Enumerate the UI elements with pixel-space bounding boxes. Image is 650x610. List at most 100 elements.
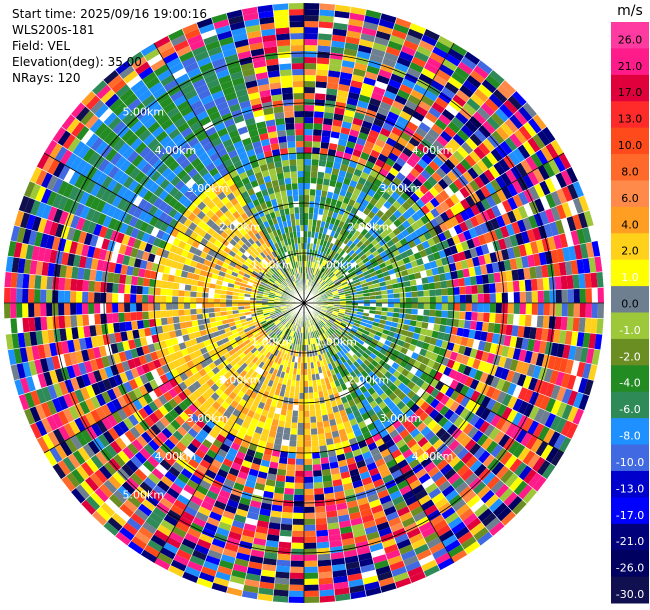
velocity-cell [332, 259, 338, 266]
velocity-cell [323, 285, 330, 290]
velocity-cell [160, 287, 167, 296]
velocity-cell [310, 422, 318, 429]
velocity-cell [539, 210, 550, 226]
velocity-cell [466, 257, 475, 269]
velocity-cell [597, 303, 604, 319]
velocity-cell [333, 322, 340, 328]
velocity-cell [469, 247, 478, 258]
velocity-cell [328, 256, 334, 263]
velocity-cell [486, 134, 500, 149]
velocity-cell [314, 195, 321, 203]
velocity-cell [540, 146, 554, 162]
velocity-cell [360, 279, 367, 285]
velocity-cell [556, 248, 565, 263]
velocity-cell [443, 125, 457, 139]
velocity-cell [422, 315, 430, 323]
velocity-cell [190, 297, 197, 303]
velocity-cell [469, 414, 481, 427]
velocity-cell [304, 261, 307, 268]
velocity-cell [559, 233, 569, 249]
velocity-cell [412, 265, 420, 274]
velocity-cell [400, 45, 417, 57]
velocity-cell [385, 279, 393, 286]
velocity-cell [521, 337, 530, 351]
velocity-cell [352, 353, 360, 361]
velocity-cell [345, 352, 353, 359]
velocity-cell [310, 287, 315, 294]
velocity-cell [465, 311, 472, 321]
velocity-cell [412, 110, 425, 122]
velocity-cell [328, 249, 334, 257]
velocity-cell [313, 207, 320, 215]
velocity-cell [455, 89, 471, 103]
velocity-cell [350, 347, 358, 354]
velocity-cell [385, 320, 393, 327]
velocity-cell [428, 228, 438, 238]
velocity-cell [454, 381, 465, 393]
velocity-cell [406, 438, 418, 449]
velocity-cell [458, 319, 466, 329]
velocity-cell [318, 264, 324, 271]
velocity-cell [566, 274, 574, 290]
velocity-cell [532, 339, 542, 353]
velocity-cell [560, 169, 573, 186]
velocity-cell [464, 472, 478, 486]
velocity-cell [443, 408, 455, 421]
velocity-cell [327, 296, 334, 300]
velocity-cell [549, 221, 560, 237]
velocity-cell [455, 353, 464, 364]
velocity-cell [64, 290, 71, 303]
velocity-cell [515, 360, 525, 374]
velocity-cell [468, 115, 483, 130]
velocity-cell [298, 392, 304, 399]
velocity-cell [402, 105, 415, 116]
velocity-cell [456, 464, 470, 477]
velocity-cell [338, 132, 350, 141]
velocity-cell [287, 458, 296, 465]
velocity-cell [376, 371, 385, 380]
velocity-cell [558, 261, 567, 277]
velocity-cell [380, 285, 387, 291]
velocity-cell [417, 296, 424, 303]
velocity-cell [309, 404, 316, 411]
velocity-cell [310, 165, 319, 172]
velocity-cell [532, 133, 546, 150]
velocity-cell [424, 350, 433, 360]
velocity-cell [338, 292, 346, 296]
velocity-cell [464, 218, 474, 230]
velocity-cell [315, 263, 320, 270]
velocity-cell [357, 250, 365, 258]
velocity-cell [317, 287, 324, 293]
velocity-cell [325, 241, 331, 249]
velocity-cell [419, 401, 430, 412]
velocity-cell [449, 390, 460, 402]
velocity-cell [295, 452, 304, 459]
velocity-cell [578, 273, 586, 289]
velocity-cell [342, 283, 349, 288]
velocity-cell [304, 542, 317, 549]
velocity-cell [331, 125, 342, 133]
velocity-cell [314, 201, 320, 209]
velocity-cell [307, 237, 311, 244]
velocity-cell [178, 303, 185, 310]
velocity-cell [490, 444, 504, 458]
velocity-cell [358, 94, 371, 104]
velocity-cell [347, 134, 358, 144]
velocity-cell [460, 124, 474, 138]
velocity-cell [339, 71, 353, 80]
velocity-cell [433, 323, 441, 332]
velocity-cell [483, 168, 496, 183]
velocity-cell [547, 355, 557, 370]
velocity-cell [348, 249, 355, 257]
velocity-cell [526, 363, 536, 378]
velocity-cell [369, 295, 376, 300]
velocity-cell [309, 189, 316, 196]
velocity-cell [428, 450, 441, 462]
velocity-cell [492, 502, 508, 518]
velocity-cell [490, 414, 502, 428]
velocity-cell [341, 183, 350, 191]
velocity-cell [424, 404, 435, 416]
velocity-cell [315, 81, 328, 89]
velocity-cell [310, 177, 318, 184]
velocity-cell [469, 70, 486, 84]
